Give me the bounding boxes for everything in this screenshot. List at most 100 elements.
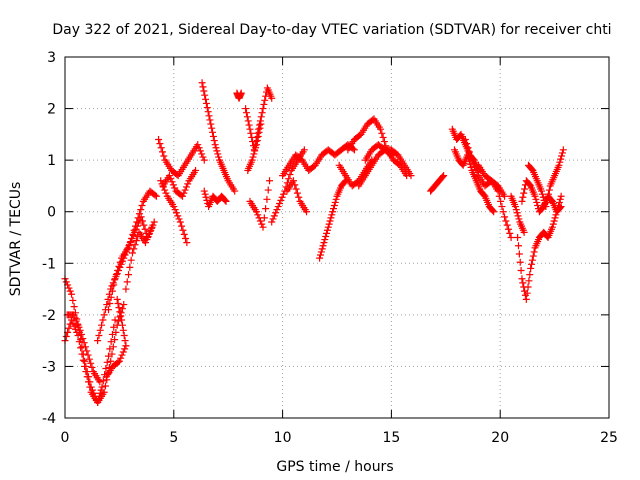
data-point [148, 223, 156, 231]
data-point [74, 320, 82, 328]
data-point [256, 217, 264, 225]
data-point [555, 202, 563, 210]
data-point [242, 109, 250, 117]
data-point [528, 260, 536, 268]
data-point [135, 219, 143, 227]
data-point [202, 193, 210, 201]
data-point [184, 180, 192, 188]
data-point [522, 295, 530, 303]
data-point [466, 160, 474, 168]
data-point [105, 306, 113, 314]
series-arc-afternoon-c [361, 141, 395, 164]
data-point [121, 345, 129, 353]
data-point [260, 100, 268, 108]
data-point [328, 211, 336, 219]
data-point [65, 324, 73, 332]
data-point [300, 146, 308, 154]
data-point [95, 331, 103, 339]
data-point [263, 195, 271, 203]
data-point [129, 231, 137, 239]
data-point [77, 344, 85, 352]
data-point [133, 222, 141, 230]
data-point [379, 133, 387, 141]
data-point [83, 347, 91, 355]
data-point [81, 343, 89, 351]
data-point [213, 147, 221, 155]
data-point [553, 208, 561, 216]
data-point [78, 330, 86, 338]
data-point [205, 112, 213, 120]
data-point [206, 116, 214, 124]
data-point [96, 389, 104, 397]
data-point [110, 323, 118, 331]
data-point [141, 225, 149, 233]
y-tick-label: -2 [42, 308, 56, 324]
data-point [521, 185, 529, 193]
data-point [556, 195, 564, 203]
data-point [325, 220, 333, 228]
series-arc-afternoon-a [344, 115, 411, 180]
data-point [461, 136, 469, 144]
series-arc-early-b [61, 316, 119, 407]
data-point [248, 156, 256, 164]
data-point [504, 225, 512, 233]
y-tick-label: -3 [42, 359, 56, 375]
data-point [516, 258, 524, 266]
series-arc-morning-a [155, 136, 208, 180]
data-point [157, 177, 165, 185]
series-arc-peak-c [233, 89, 245, 102]
data-point [94, 399, 102, 407]
data-point [183, 239, 191, 247]
data-point [107, 338, 115, 346]
data-point [88, 363, 96, 371]
series-arc-rise-c [122, 223, 156, 293]
data-point [529, 252, 537, 260]
data-point [250, 150, 258, 158]
data-point [172, 209, 180, 217]
data-point [145, 229, 153, 237]
data-point [126, 263, 134, 271]
data-point [332, 195, 340, 203]
series-arc-mid-b [244, 120, 265, 174]
data-point [231, 187, 239, 195]
data-point [160, 152, 168, 160]
data-point [178, 222, 186, 230]
data-point [514, 212, 522, 220]
data-point [138, 217, 146, 225]
data-point [259, 223, 267, 231]
data-point [495, 192, 503, 200]
data-point [128, 249, 136, 257]
data-point [550, 217, 558, 225]
data-point [182, 235, 190, 243]
data-point [174, 212, 182, 220]
data-point [87, 359, 95, 367]
data-point [532, 195, 540, 203]
data-point [526, 271, 534, 279]
data-point [161, 186, 169, 194]
y-axis-label: SDTVAR / TECUs [8, 182, 24, 297]
data-point [256, 124, 264, 132]
data-point [513, 209, 521, 217]
data-point [125, 271, 133, 279]
series-arc-noon-c [283, 177, 311, 216]
data-point [140, 221, 148, 229]
data-point [321, 236, 329, 244]
data-point [318, 245, 326, 253]
data-point [143, 236, 151, 244]
data-point [199, 153, 207, 161]
data-point [380, 138, 388, 146]
data-point [137, 213, 145, 221]
data-point [244, 117, 252, 125]
data-point [99, 316, 107, 324]
data-point [118, 316, 126, 324]
data-point [222, 197, 230, 205]
data-point [539, 193, 547, 201]
data-point [247, 129, 255, 137]
data-point [68, 290, 76, 298]
data-point [523, 289, 531, 297]
data-point [79, 356, 87, 364]
data-point [70, 303, 78, 311]
data-point [489, 207, 497, 215]
data-point [212, 144, 220, 152]
y-tick-label: -1 [42, 256, 56, 272]
